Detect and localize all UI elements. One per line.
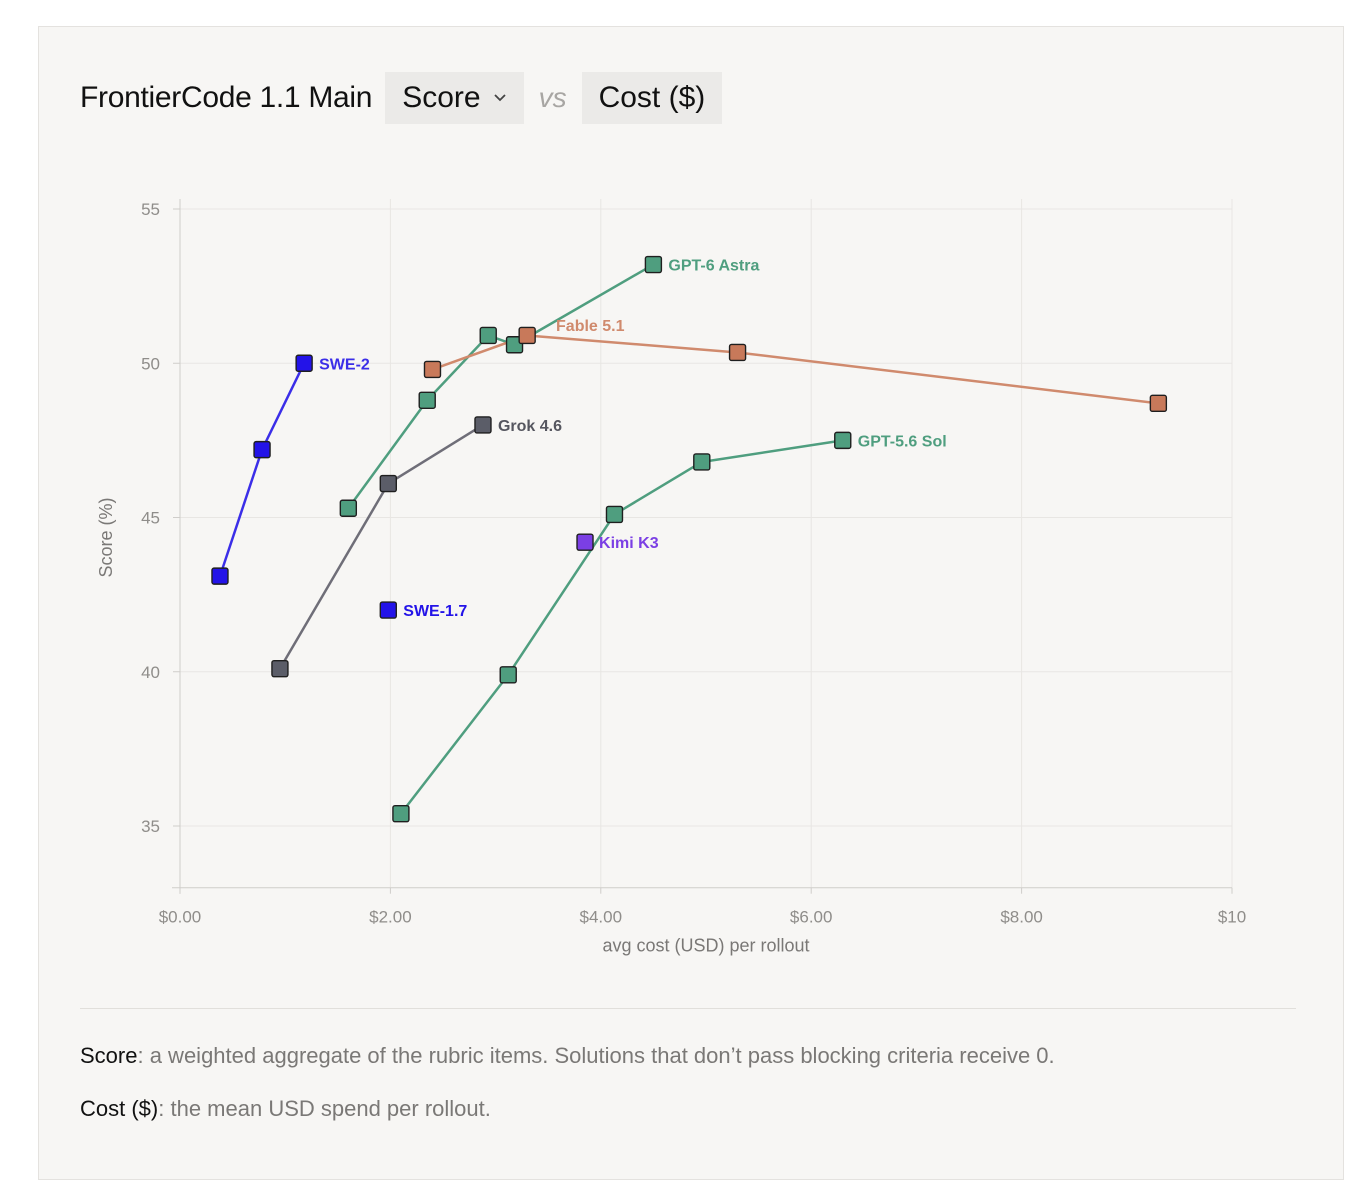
data-point — [418, 391, 436, 409]
data-point — [1149, 394, 1168, 413]
data-point — [474, 416, 492, 434]
benchmark-title: FrontierCode 1.1 Main — [80, 81, 373, 114]
x-tick-label: $8.00 — [1000, 908, 1043, 927]
data-point — [499, 666, 517, 684]
definition-term: Cost ($) — [80, 1096, 159, 1121]
data-point — [518, 326, 536, 345]
x-tick-label: $6.00 — [790, 908, 833, 927]
definition-text: : a weighted aggregate of the rubric ite… — [137, 1043, 1055, 1068]
series-label: SWE-2 — [319, 356, 370, 373]
definition-term: Score — [80, 1043, 138, 1068]
vs-separator: vs — [538, 82, 567, 113]
definition-score: Score: a weighted aggregate of the rubri… — [80, 1043, 1055, 1069]
y-metric-dropdown[interactable]: Score — [385, 72, 524, 124]
x-metric-label: Cost ($) — [598, 81, 706, 114]
data-point — [392, 804, 410, 823]
y-tick-label: 50 — [141, 354, 160, 373]
data-point — [605, 505, 624, 524]
divider — [80, 1008, 1296, 1009]
y-axis-title: Score (%) — [96, 497, 116, 577]
definition-cost: Cost ($): the mean USD spend per rollout… — [80, 1096, 491, 1122]
chevron-down-icon — [493, 93, 507, 103]
series-label: Grok 4.6 — [498, 418, 562, 435]
series-line — [432, 334, 1159, 405]
x-tick-label: $2.00 — [369, 908, 412, 927]
y-tick-label: 55 — [141, 200, 160, 219]
data-point — [479, 326, 497, 345]
series-label: GPT-6 Astra — [668, 258, 759, 275]
data-point — [211, 567, 229, 585]
y-tick-label: 35 — [141, 817, 160, 836]
x-axis-title: avg cost (USD) per rollout — [602, 936, 809, 956]
data-point — [271, 659, 289, 678]
y-tick-label: 45 — [141, 509, 160, 528]
data-point — [339, 499, 358, 517]
series-label: SWE-1.7 — [403, 603, 467, 620]
y-metric-label: Score — [402, 81, 481, 114]
data-point — [295, 354, 313, 372]
series-line — [347, 263, 655, 509]
data-point — [644, 255, 663, 274]
definition-text: : the mean USD spend per rollout. — [158, 1096, 491, 1121]
data-point — [253, 440, 271, 459]
x-tick-label: $10 — [1218, 908, 1246, 927]
y-tick-label: 40 — [141, 663, 160, 682]
data-point — [834, 431, 852, 450]
x-tick-label: $4.00 — [580, 908, 623, 927]
chart-header: FrontierCode 1.1 Main Score vs Cost ($) — [80, 72, 723, 124]
x-tick-label: $0.00 — [159, 908, 202, 927]
chart-card: FrontierCode 1.1 Main Score vs Cost ($) … — [38, 26, 1344, 1180]
data-point — [423, 360, 442, 379]
series-label: Fable 5.1 — [556, 318, 625, 335]
data-point — [379, 474, 397, 493]
x-metric-label-box: Cost ($) — [581, 72, 723, 124]
data-point — [379, 601, 397, 619]
series-line — [399, 439, 843, 815]
data-point — [728, 343, 747, 362]
data-point — [576, 533, 594, 551]
data-point — [693, 453, 711, 471]
series-line — [218, 362, 306, 577]
series-label: GPT-5.6 Sol — [858, 433, 947, 450]
series-label: Kimi K3 — [599, 535, 659, 552]
scatter-chart: $0.00 $2.00 $4.00 $6.00 $8.00 $10 35 40 45 50 55 av… — [96, 199, 1246, 956]
